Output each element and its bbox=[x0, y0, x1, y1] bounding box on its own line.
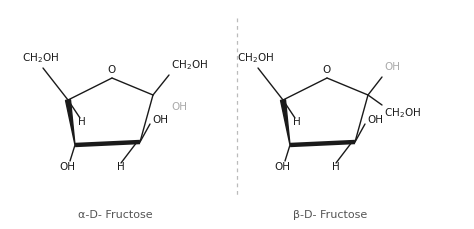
Text: OH: OH bbox=[274, 162, 290, 172]
Text: $\mathregular{CH_2OH}$: $\mathregular{CH_2OH}$ bbox=[237, 51, 273, 65]
Text: O: O bbox=[323, 65, 331, 75]
Polygon shape bbox=[281, 100, 290, 145]
Polygon shape bbox=[65, 100, 75, 145]
Text: H: H bbox=[117, 162, 125, 172]
Text: $\mathregular{CH_2OH}$: $\mathregular{CH_2OH}$ bbox=[21, 51, 58, 65]
Text: O: O bbox=[108, 65, 116, 75]
Text: H: H bbox=[332, 162, 340, 172]
Text: OH: OH bbox=[152, 115, 168, 125]
Text: $\mathregular{CH_2OH}$: $\mathregular{CH_2OH}$ bbox=[384, 106, 421, 120]
Text: OH: OH bbox=[384, 62, 400, 72]
Text: $\mathregular{CH_2OH}$: $\mathregular{CH_2OH}$ bbox=[171, 58, 208, 72]
Text: OH: OH bbox=[171, 102, 187, 112]
Text: OH: OH bbox=[59, 162, 75, 172]
Text: H: H bbox=[293, 117, 301, 127]
Text: H: H bbox=[78, 117, 86, 127]
Text: α-D- Fructose: α-D- Fructose bbox=[78, 210, 152, 220]
Text: β-D- Fructose: β-D- Fructose bbox=[293, 210, 367, 220]
Text: OH: OH bbox=[367, 115, 383, 125]
